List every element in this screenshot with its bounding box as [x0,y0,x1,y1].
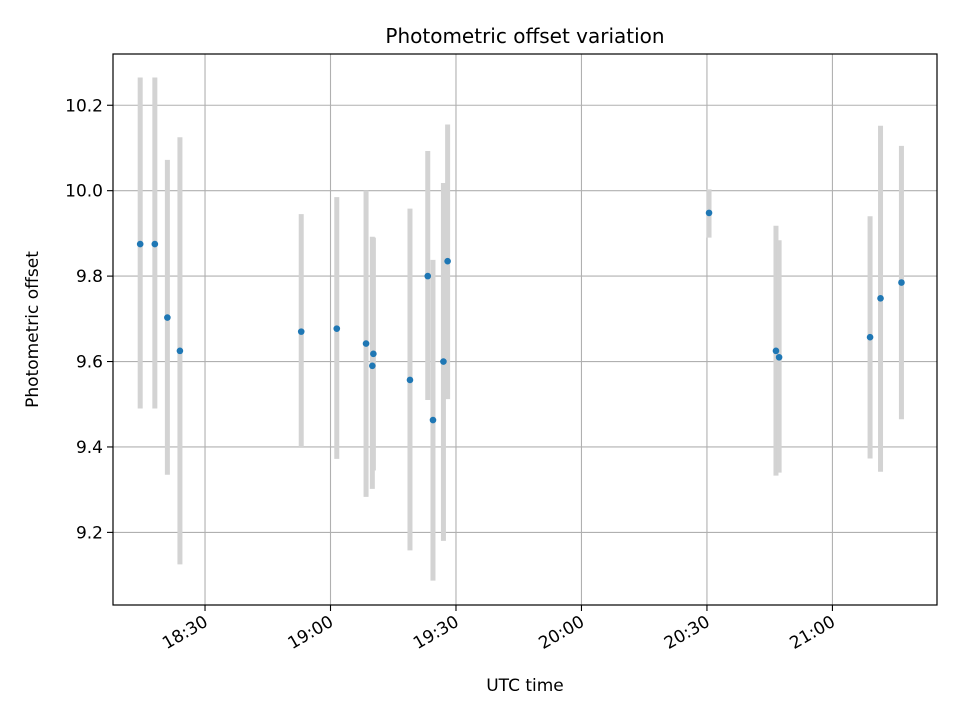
error-bars [137,77,904,581]
data-point [772,347,780,355]
y-tick-label: 9.4 [76,438,103,458]
chart-title: Photometric offset variation [385,24,664,48]
y-tick-label: 9.8 [76,267,103,287]
data-point [877,295,884,302]
data-point [362,340,370,347]
data-point [705,209,713,217]
data-point [370,350,377,358]
y-tick-label: 9.2 [76,523,103,543]
x-tick-label: 19:00 [285,612,337,654]
data-point [151,240,159,248]
data-point [297,328,305,335]
data-point [406,376,414,384]
y-tick-label: 9.6 [76,353,103,373]
data-point [429,416,437,424]
x-tick-label: 21:00 [786,612,838,654]
data-point [424,272,432,280]
x-tick-label: 20:30 [661,612,713,654]
y-tick-label: 10.2 [65,96,103,116]
data-points [136,209,905,424]
data-point [369,362,376,370]
x-axis-title: UTC time [486,676,564,696]
data-point [866,333,874,341]
data-point [444,257,451,265]
plot-area-frame [112,53,938,606]
x-tick-label: 18:30 [159,612,211,654]
data-point [898,279,905,286]
data-point [136,240,144,248]
x-tick-label: 20:00 [536,612,588,654]
grid-lines [113,54,937,605]
data-point [333,325,341,332]
data-point [164,314,171,321]
data-point [176,347,184,355]
data-point [775,353,783,361]
x-tick-label: 19:30 [410,612,462,654]
y-tick-label: 10.0 [65,182,103,202]
y-axis-title: Photometric offset [23,251,43,408]
data-point [440,358,447,365]
